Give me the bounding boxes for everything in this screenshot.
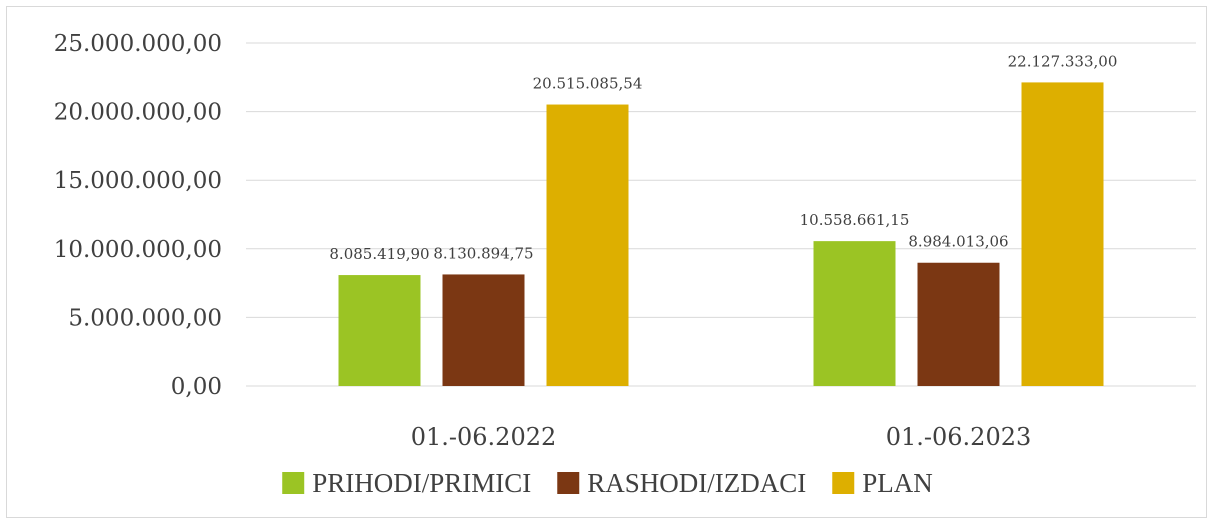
y-tick-label: 5.000.000,00 xyxy=(68,305,222,331)
legend-item: RASHODI/IZDACI xyxy=(557,468,806,498)
bar xyxy=(917,262,1000,386)
y-tick-label: 20.000.000,00 xyxy=(54,100,222,126)
legend: PRIHODI/PRIMICI RASHODI/IZDACI PLAN xyxy=(282,468,933,498)
legend-item: PLAN xyxy=(832,468,933,498)
legend-label: RASHODI/IZDACI xyxy=(587,468,806,498)
x-axis-ticks: 01.-06.2022 01.-06.2023 xyxy=(411,423,1032,451)
legend-swatch xyxy=(282,472,305,494)
data-label: 8.085.419,90 xyxy=(329,245,429,263)
legend-label: PLAN xyxy=(862,468,933,498)
bar xyxy=(442,274,525,386)
legend-item: PRIHODI/PRIMICI xyxy=(282,468,531,498)
y-tick-label: 15.000.000,00 xyxy=(54,168,222,194)
y-tick-label: 10.000.000,00 xyxy=(54,237,222,263)
y-tick-label: 25.000.000,00 xyxy=(54,31,222,57)
bar xyxy=(546,104,629,387)
legend-swatch xyxy=(832,472,855,494)
bar xyxy=(813,241,896,386)
data-label: 22.127.333,00 xyxy=(1008,52,1118,70)
y-tick-label: 0,00 xyxy=(171,374,222,400)
data-labels: 8.085.419,90 8.130.894,75 20.515.085,54 10.… xyxy=(329,52,1117,263)
x-tick-label: 01.-06.2022 xyxy=(411,423,557,451)
x-tick-label: 01.-06.2023 xyxy=(886,423,1032,451)
bar xyxy=(338,275,421,386)
data-label: 20.515.085,54 xyxy=(533,75,643,93)
data-label: 8.130.894,75 xyxy=(433,244,533,262)
data-label: 10.558.661,15 xyxy=(800,211,910,229)
y-axis-ticks: 0,00 5.000.000,00 10.000.000,00 15.000.000,… xyxy=(54,31,222,400)
bars xyxy=(338,82,1104,387)
legend-swatch xyxy=(557,472,580,494)
legend-label: PRIHODI/PRIMICI xyxy=(312,468,531,498)
bar xyxy=(1021,82,1104,386)
data-label: 8.984.013,06 xyxy=(908,233,1008,251)
